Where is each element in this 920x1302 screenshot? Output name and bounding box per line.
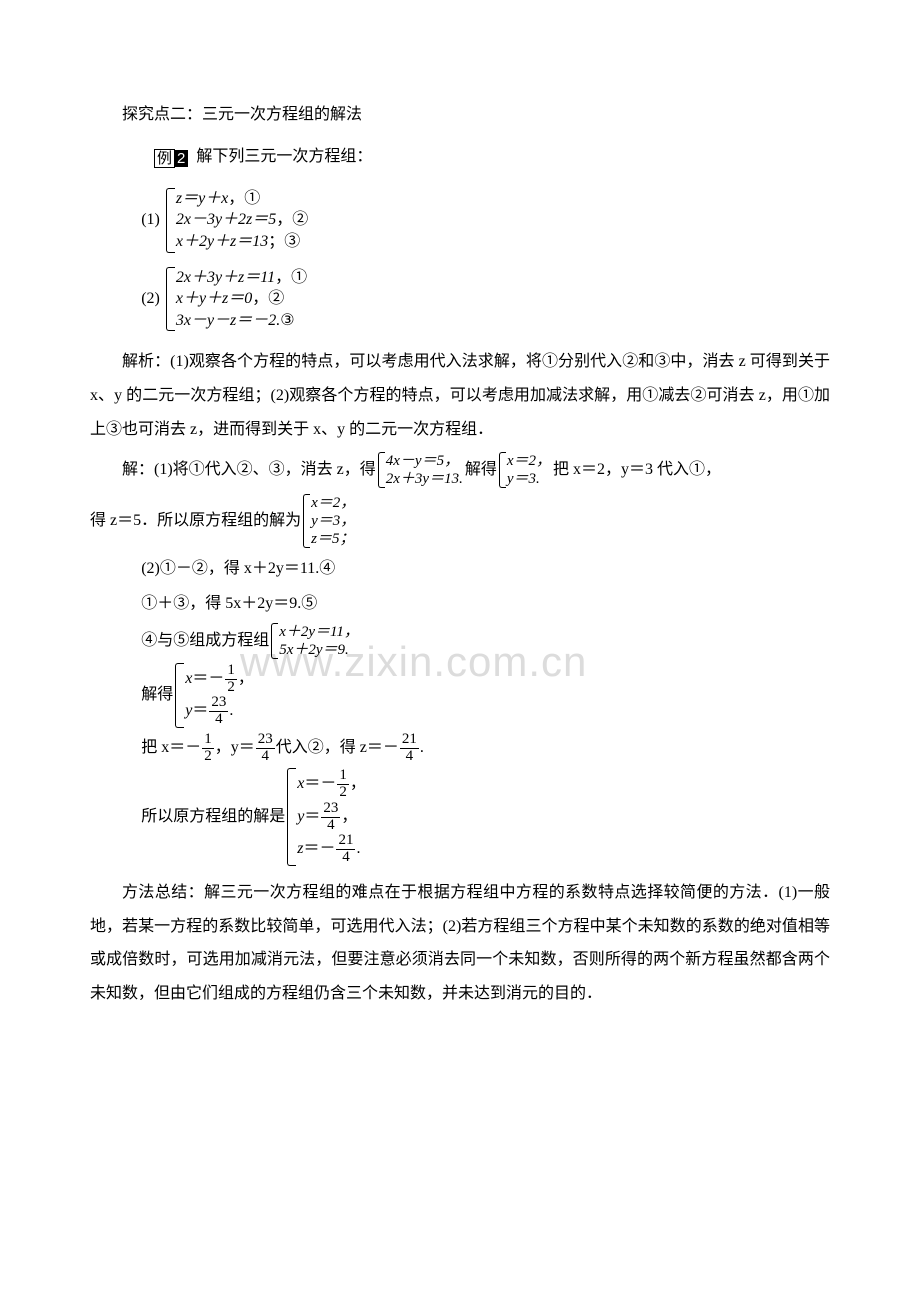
sol1-sub1: 把 x＝2，y＝3 代入①， bbox=[553, 453, 721, 487]
sol1-solve: 解得 bbox=[465, 453, 497, 487]
p1-eq2-mark: ，② bbox=[276, 211, 308, 228]
sol2-res-x-den: 2 bbox=[225, 680, 237, 696]
sol2-sys-eq1: x＋2y＝11， bbox=[279, 623, 359, 641]
sol2-ans-z-num: 21 bbox=[336, 833, 355, 850]
sol1-ans-eq3: z＝5； bbox=[311, 530, 355, 548]
p1-eq2: 2x－3y＋2z＝5 bbox=[176, 211, 276, 228]
sol2-solve: 解得 x＝－12， y＝234. bbox=[141, 663, 830, 728]
problem-1-label: (1) bbox=[141, 211, 160, 229]
p1-eq1-mark: ，① bbox=[228, 190, 260, 207]
sol2-sub-yd: 4 bbox=[256, 749, 275, 765]
sol1-intro: 解：(1)将①代入②、③，消去 z，得 bbox=[122, 453, 376, 487]
p2-eq3-mark: ③ bbox=[280, 312, 294, 329]
sol2-res-x-num: 1 bbox=[225, 663, 237, 680]
sol2-sub-post: 代入②，得 z＝－ bbox=[276, 733, 399, 763]
sol2-res-y-num: 23 bbox=[209, 695, 228, 712]
sol1-res-eq1: x＝2， bbox=[507, 452, 551, 470]
sol2-sub-mid: ，y＝ bbox=[215, 733, 255, 763]
sol2-step1: (2)①－②，得 x＋2y＝11.④ bbox=[141, 554, 830, 584]
example-prompt: 例2 解下列三元一次方程组： bbox=[90, 142, 830, 168]
sol2-sub-zn: 21 bbox=[400, 732, 419, 749]
sol2-ans-x-num: 1 bbox=[337, 768, 349, 785]
problem-2-label: (2) bbox=[141, 290, 160, 308]
p2-eq3: 3x－y－z＝－2. bbox=[176, 312, 280, 329]
p1-eq3-mark: ；③ bbox=[268, 233, 300, 250]
sol1-res-eq2: y＝3. bbox=[507, 470, 551, 488]
p2-eq1-mark: ，① bbox=[275, 269, 307, 286]
sol1-sub2: 得 z＝5．所以原方程组的解为 bbox=[90, 504, 301, 538]
sol2-step3: ④与⑤组成方程组 x＋2y＝11， 5x＋2y＝9. bbox=[141, 623, 830, 659]
sol2-ans-y-num: 23 bbox=[321, 801, 340, 818]
sol1-line2: 得 z＝5．所以原方程组的解为 x＝2， y＝3， z＝5； bbox=[90, 494, 830, 548]
sol1-line1: 解：(1)将①代入②、③，消去 z，得 4x－y＝5， 2x＋3y＝13. 解得… bbox=[90, 452, 830, 488]
problem-2-block: (2) 2x＋3y＋z＝11，① x＋y＋z＝0，② 3x－y－z＝－2.③ bbox=[141, 267, 830, 332]
sol1-ans-eq1: x＝2， bbox=[311, 494, 355, 512]
sol2-sub-xn: 1 bbox=[202, 732, 214, 749]
sol2-step2: ①＋③，得 5x＋2y＝9.⑤ bbox=[141, 589, 830, 619]
sol2-ans-y-den: 4 bbox=[321, 818, 340, 834]
problem-1-block: (1) z＝y＋x，① 2x－3y＋2z＝5，② x＋2y＋z＝13；③ bbox=[141, 188, 830, 253]
section-title: 探究点二：三元一次方程组的解法 bbox=[90, 100, 830, 124]
p1-eq1: z＝y＋x bbox=[176, 190, 228, 207]
sol2-sub-yn: 23 bbox=[256, 732, 275, 749]
sol2-sys-eq2: 5x＋2y＝9. bbox=[279, 641, 359, 659]
sol2-sub-pre: 把 x＝－ bbox=[141, 733, 201, 763]
sol2-final: 所以原方程组的解是 x＝－12， y＝234， z＝－214. bbox=[141, 768, 830, 866]
example-badge: 例2 bbox=[122, 147, 188, 168]
p2-eq2: x＋y＋z＝0 bbox=[176, 290, 252, 307]
method-summary: 方法总结：解三元一次方程组的难点在于根据方程组中方程的系数特点选择较简便的方法．… bbox=[90, 876, 830, 1010]
sol2-sub: 把 x＝－12，y＝234代入②，得 z＝－214. bbox=[141, 732, 830, 765]
sol2-final-text: 所以原方程组的解是 bbox=[141, 802, 285, 832]
badge-filled: 2 bbox=[174, 150, 188, 167]
badge-outline: 例 bbox=[154, 149, 175, 168]
sol2-sub-zd: 4 bbox=[400, 749, 419, 765]
sol2-sub-end: . bbox=[420, 733, 424, 763]
sol2-solve-label: 解得 bbox=[141, 680, 173, 710]
sol1-ans-eq2: y＝3， bbox=[311, 512, 355, 530]
sol1-sys-eq1: 4x－y＝5， bbox=[386, 452, 463, 470]
p1-eq3: x＋2y＋z＝13 bbox=[176, 233, 268, 250]
analysis-text: 解析：(1)观察各个方程的特点，可以考虑用代入法求解，将①分别代入②和③中，消去… bbox=[90, 345, 830, 446]
example-text: 解下列三元一次方程组： bbox=[196, 148, 372, 165]
sol2-ans-x-den: 2 bbox=[337, 785, 349, 801]
p2-eq1: 2x＋3y＋z＝11 bbox=[176, 269, 275, 286]
sol2-step3-text: ④与⑤组成方程组 bbox=[141, 626, 269, 656]
sol2-res-y-den: 4 bbox=[209, 712, 228, 728]
sol1-sys-eq2: 2x＋3y＝13. bbox=[386, 470, 463, 488]
sol2-ans-z-den: 4 bbox=[336, 850, 355, 866]
p2-eq2-mark: ，② bbox=[252, 290, 284, 307]
sol2-sub-xd: 2 bbox=[202, 749, 214, 765]
